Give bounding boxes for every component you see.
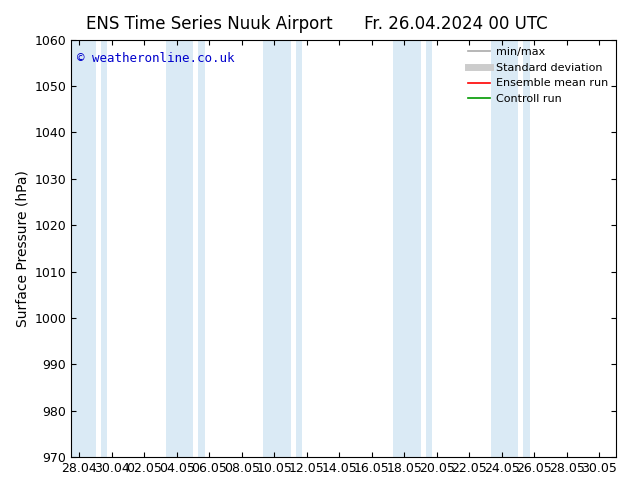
Bar xyxy=(71,40,96,457)
Bar xyxy=(393,40,421,457)
Bar xyxy=(295,40,302,457)
Bar xyxy=(198,40,205,457)
Bar xyxy=(425,40,432,457)
Bar xyxy=(491,40,518,457)
Legend: min/max, Standard deviation, Ensemble mean run, Controll run: min/max, Standard deviation, Ensemble me… xyxy=(463,43,612,108)
Y-axis label: Surface Pressure (hPa): Surface Pressure (hPa) xyxy=(15,170,29,327)
Text: ENS Time Series Nuuk Airport      Fr. 26.04.2024 00 UTC: ENS Time Series Nuuk Airport Fr. 26.04.2… xyxy=(86,15,548,33)
Text: © weatheronline.co.uk: © weatheronline.co.uk xyxy=(77,52,234,65)
Bar xyxy=(263,40,291,457)
Bar xyxy=(165,40,193,457)
Bar xyxy=(101,40,107,457)
Bar xyxy=(523,40,529,457)
